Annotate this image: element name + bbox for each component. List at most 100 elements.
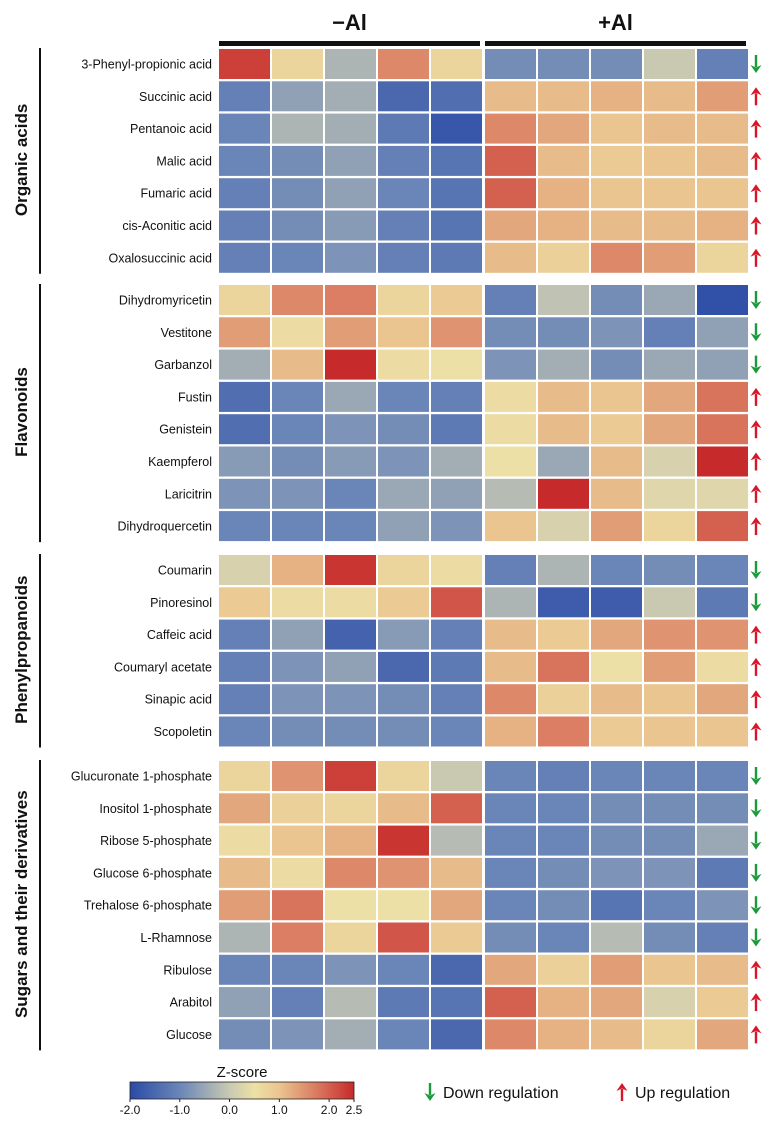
- heatmap-cell: [219, 1019, 270, 1050]
- heatmap-cell: [697, 145, 748, 176]
- heatmap-cell: [591, 793, 642, 824]
- heatmap-cell: [591, 619, 642, 650]
- heatmap-cell: [219, 81, 270, 112]
- color-scale-tick-label: -1.0: [169, 1103, 190, 1117]
- heatmap-cell: [431, 716, 482, 747]
- heatmap-cell: [591, 1019, 642, 1050]
- row-label: Fustin: [178, 390, 212, 404]
- heatmap-cell: [431, 922, 482, 953]
- heatmap-row: Pinoresinol: [150, 587, 762, 618]
- heatmap-cell: [485, 987, 536, 1018]
- heatmap-cell: [697, 1019, 748, 1050]
- heatmap-cell: [538, 81, 589, 112]
- row-label: Glucose: [166, 1028, 212, 1042]
- heatmap-cell: [431, 511, 482, 542]
- heatmap-cell: [485, 49, 536, 79]
- heatmap-cell: [644, 793, 695, 824]
- heatmap-cell: [325, 761, 376, 791]
- down-arrow-icon: [750, 593, 762, 612]
- heatmap-row: Oxalosuccinic acid: [108, 242, 762, 273]
- condition-label: −Al: [332, 10, 367, 35]
- heatmap-cell: [538, 242, 589, 273]
- heatmap-cell: [378, 890, 429, 921]
- heatmap-cell: [485, 619, 536, 650]
- heatmap-cell: [538, 478, 589, 509]
- heatmap-cell: [378, 555, 429, 585]
- heatmap-cell: [644, 317, 695, 348]
- down-arrow-icon: [750, 896, 762, 915]
- heatmap-cell: [378, 857, 429, 888]
- heatmap-cell: [378, 145, 429, 176]
- heatmap-cell: [697, 178, 748, 209]
- heatmap-row: Trehalose 6-phosphate: [84, 890, 762, 921]
- up-arrow-icon: [750, 993, 762, 1012]
- heatmap-cell: [697, 761, 748, 791]
- heatmap-cell: [538, 210, 589, 241]
- heatmap-cell: [591, 684, 642, 715]
- heatmap-cell: [431, 761, 482, 791]
- heatmap-cell: [431, 178, 482, 209]
- heatmap-cell: [538, 145, 589, 176]
- heatmap-cell: [697, 619, 748, 650]
- down-arrow-icon: [750, 561, 762, 579]
- heatmap-cell: [644, 511, 695, 542]
- heatmap-cell: [272, 285, 323, 315]
- row-label: Glucose 6-phosphate: [93, 866, 212, 880]
- heatmap-row: Dihydroquercetin: [118, 511, 762, 542]
- down-arrow-icon: [750, 355, 762, 374]
- row-label: L-Rhamnose: [140, 931, 212, 945]
- heatmap-cell: [325, 446, 376, 477]
- heatmap-cell: [538, 793, 589, 824]
- heatmap-cell: [272, 446, 323, 477]
- heatmap-cell: [644, 49, 695, 79]
- down-regulation-label: Down regulation: [443, 1085, 559, 1102]
- heatmap-cell: [591, 987, 642, 1018]
- heatmap-group: Organic acids 3-Phenyl-propionic acid Succ…: [12, 48, 762, 274]
- row-label: Succinic acid: [139, 90, 212, 104]
- heatmap-row: Malic acid: [156, 145, 762, 176]
- heatmap-cell: [697, 651, 748, 682]
- color-scale-tick-label: 0.0: [221, 1103, 238, 1117]
- up-arrow-icon: [616, 1083, 628, 1101]
- heatmap-cell: [538, 555, 589, 585]
- heatmap-row: Fumaric acid: [140, 178, 762, 209]
- heatmap-cell: [219, 381, 270, 412]
- heatmap-cell: [431, 446, 482, 477]
- heatmap-cell: [538, 922, 589, 953]
- heatmap-cell: [538, 619, 589, 650]
- heatmap-cell: [378, 317, 429, 348]
- heatmap-cell: [697, 381, 748, 412]
- heatmap-cell: [697, 684, 748, 715]
- heatmap-cell: [219, 49, 270, 79]
- heatmap-cell: [644, 145, 695, 176]
- heatmap-cell: [431, 1019, 482, 1050]
- heatmap-cell: [538, 381, 589, 412]
- heatmap-cell: [644, 825, 695, 856]
- heatmap-row: Vestitone: [161, 317, 762, 348]
- heatmap-cell: [325, 381, 376, 412]
- heatmap-cell: [591, 825, 642, 856]
- heatmap-cell: [644, 857, 695, 888]
- up-arrow-icon: [750, 625, 762, 644]
- heatmap-group: Sugars and their derivatives Glucuronate …: [12, 760, 762, 1051]
- heatmap-cell: [485, 349, 536, 380]
- heatmap-cell: [538, 761, 589, 791]
- heatmap-cell: [272, 1019, 323, 1050]
- heatmap-cell: [697, 793, 748, 824]
- heatmap-cell: [485, 555, 536, 585]
- heatmap-cell: [378, 1019, 429, 1050]
- heatmap-cell: [697, 857, 748, 888]
- heatmap-cell: [697, 555, 748, 585]
- heatmap-cell: [591, 761, 642, 791]
- heatmap-row: Succinic acid: [139, 81, 762, 112]
- heatmap-cell: [325, 113, 376, 144]
- heatmap-cell: [431, 210, 482, 241]
- group-label: Flavonoids: [12, 367, 31, 457]
- down-arrow-icon: [750, 55, 762, 73]
- heatmap-cell: [697, 954, 748, 985]
- heatmap-cell: [431, 285, 482, 315]
- heatmap-row: Glucose: [166, 1019, 762, 1050]
- heatmap-cell: [219, 511, 270, 542]
- row-label: Ribose 5-phosphate: [100, 834, 212, 848]
